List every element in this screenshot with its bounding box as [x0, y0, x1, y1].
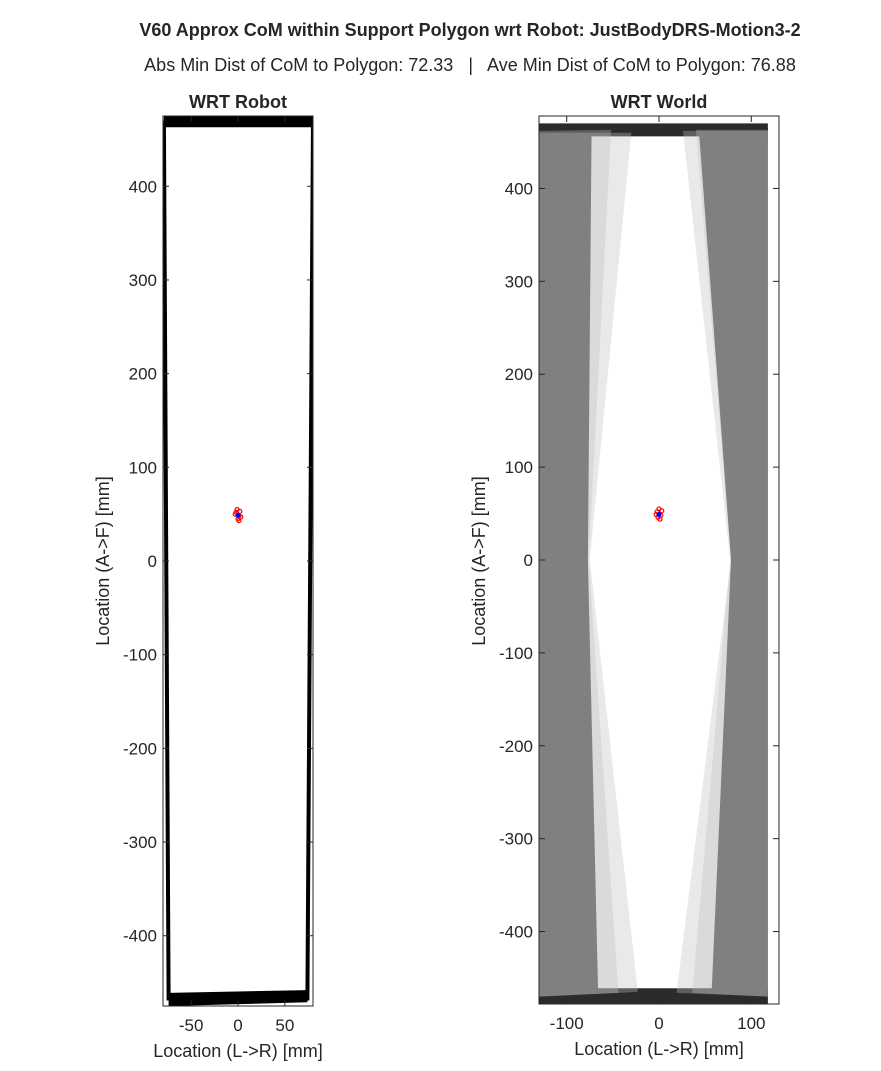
support-polygon-faint-0: [539, 132, 638, 997]
support-polygon-faint-3: [683, 130, 768, 997]
ytick-label: 300: [129, 271, 157, 290]
ytick-label: -200: [499, 737, 533, 756]
xlabel-wrt-world: Location (L->R) [mm]: [574, 1039, 744, 1059]
ylabel-wrt-robot: Location (A->F) [mm]: [93, 476, 113, 646]
ytick-label: -300: [123, 833, 157, 852]
xtick-label: 100: [737, 1014, 765, 1033]
xlabel-wrt-robot: Location (L->R) [mm]: [153, 1041, 323, 1061]
axes-title-wrt-world: WRT World: [611, 92, 708, 112]
xtick-label: 0: [654, 1014, 663, 1033]
ytick-label: -100: [123, 646, 157, 665]
ytick-label: -400: [123, 927, 157, 946]
com-point: [656, 506, 662, 512]
axes-title-wrt-robot: WRT Robot: [189, 92, 287, 112]
xtick-label: -100: [550, 1014, 584, 1033]
ytick-label: -400: [499, 923, 533, 942]
support-polygon-outline: [163, 118, 313, 1001]
ticks-wrt-world: -400 -300 -200 -100 0 100 200 300 400 -100 0 100: [499, 116, 779, 1033]
com-mean-point: [235, 512, 241, 518]
ytick-label: 200: [505, 365, 533, 384]
support-polygon-bottom-band: [539, 988, 768, 1004]
com-point: [234, 506, 240, 513]
support-polygon-left: [539, 128, 599, 997]
ytick-label: -300: [499, 830, 533, 849]
com-mean-point: [656, 511, 662, 517]
ytick-label: -200: [123, 739, 157, 758]
ylabel-wrt-world: Location (A->F) [mm]: [469, 476, 489, 646]
ytick-label: 100: [505, 458, 533, 477]
xtick-label: -50: [179, 1016, 204, 1035]
support-polygon-right: [698, 128, 768, 997]
axes-wrt-robot: WRT Robot -400-300-200-1000100200300400-…: [93, 92, 323, 1061]
ytick-label: 400: [505, 179, 533, 198]
xtick-label: 50: [275, 1016, 294, 1035]
axes-wrt-world: WRT World -400-300-200-1000100200300400-…: [469, 92, 780, 1059]
figure-subtitle: Abs Min Dist of CoM to Polygon: 72.33 | …: [144, 55, 796, 75]
ytick-label: 0: [148, 552, 157, 571]
ytick-label: 100: [129, 458, 157, 477]
xtick-label: 0: [233, 1016, 242, 1035]
ytick-label: 200: [129, 365, 157, 384]
axes-box-wrt-robot: [162, 115, 314, 1007]
ticks-wrt-robot: -400 -300 -200 -100 0 100 200 300 400 -50 0 50: [123, 116, 313, 1035]
ytick-label: 400: [129, 177, 157, 196]
support-polygon-faint-2: [676, 129, 768, 997]
figure-title: V60 Approx CoM within Support Polygon wr…: [139, 20, 800, 40]
ytick-label: 300: [505, 272, 533, 291]
support-polygon-faint-1: [539, 129, 619, 997]
ytick-label: -100: [499, 644, 533, 663]
ytick-label: 0: [524, 551, 533, 570]
plot-area-wrt-robot: [163, 116, 313, 1006]
plot-area-wrt-world: [539, 123, 768, 1004]
